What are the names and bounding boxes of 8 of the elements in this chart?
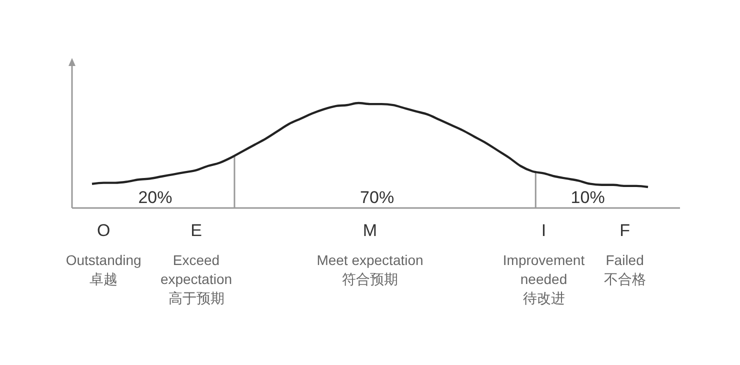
- annotation: 20%: [138, 188, 172, 207]
- x-tick-label: E Exceed expectation 高于预期: [160, 221, 232, 306]
- x-tick-label: I Improvement needed 待改进: [502, 221, 585, 306]
- x-tick-label: M Meet expectation 符合预期: [316, 221, 424, 287]
- x-tick-label: F Failed 不合格: [604, 221, 646, 287]
- annotation: 70%: [360, 188, 394, 207]
- x-tick-label: O Outstanding 卓越: [66, 221, 142, 287]
- annotation: 10%: [570, 188, 605, 207]
